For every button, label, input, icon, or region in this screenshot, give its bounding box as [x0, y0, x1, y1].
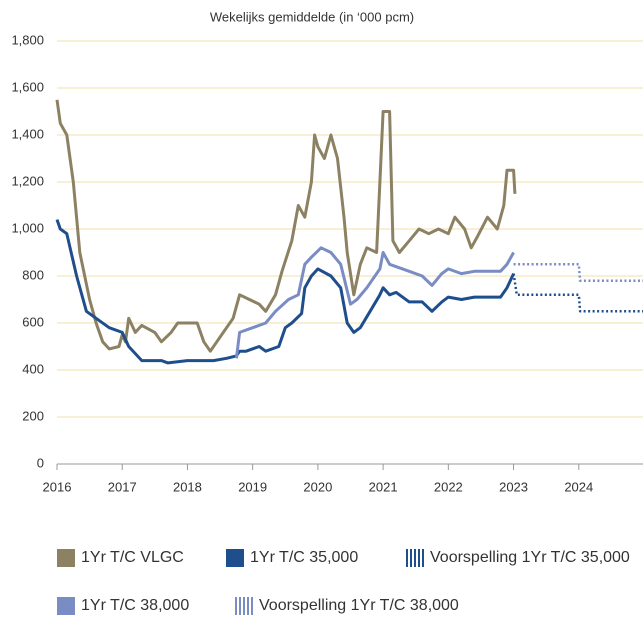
legend-swatch	[226, 549, 244, 567]
y-tick-label: 1,600	[11, 79, 44, 94]
x-tick-label: 2019	[238, 479, 267, 494]
legend-label: 1Yr T/C 35,000	[250, 549, 358, 566]
legend-swatch	[235, 597, 237, 615]
y-tick-label: 1,200	[11, 173, 44, 188]
chart-title: Wekelijks gemiddelde (in ‘000 pcm)	[210, 9, 414, 24]
legend-label: Voorspelling 1Yr T/C 38,000	[259, 597, 459, 614]
legend-swatch	[247, 597, 249, 615]
series-line	[234, 246, 515, 359]
legend-swatch	[418, 549, 420, 567]
y-tick-label: 400	[22, 361, 44, 376]
x-tick-label: 2017	[108, 479, 137, 494]
x-tick-label: 2018	[173, 479, 202, 494]
legend-swatch	[422, 549, 424, 567]
legend-swatch	[251, 597, 253, 615]
legend-swatch	[57, 549, 75, 567]
x-tick-label: 2024	[564, 479, 593, 494]
x-tick-label: 2016	[43, 479, 72, 494]
legend-swatch	[239, 597, 241, 615]
y-tick-label: 1,800	[11, 32, 44, 47]
y-tick-label: 1,000	[11, 220, 44, 235]
y-tick-label: 600	[22, 314, 44, 329]
legend-swatch	[410, 549, 412, 567]
legend-label: Voorspelling 1Yr T/C 35,000	[430, 549, 630, 566]
series-line	[512, 273, 643, 313]
y-tick-label: 0	[37, 455, 44, 470]
legend-swatch	[414, 549, 416, 567]
x-tick-label: 2022	[434, 479, 463, 494]
series-line	[55, 99, 517, 353]
legend-swatch	[57, 597, 75, 615]
x-tick-label: 2023	[499, 479, 528, 494]
x-tick-label: 2020	[303, 479, 332, 494]
x-tick-label: 2021	[369, 479, 398, 494]
legend-label: 1Yr T/C VLGC	[81, 549, 184, 566]
series-line	[55, 219, 515, 365]
legend-swatch	[243, 597, 245, 615]
legend-label: 1Yr T/C 38,000	[81, 597, 189, 614]
y-tick-label: 800	[22, 267, 44, 282]
y-tick-label: 1,400	[11, 126, 44, 141]
legend-swatch	[406, 549, 408, 567]
y-tick-label: 200	[22, 408, 44, 423]
series-line	[513, 263, 643, 282]
